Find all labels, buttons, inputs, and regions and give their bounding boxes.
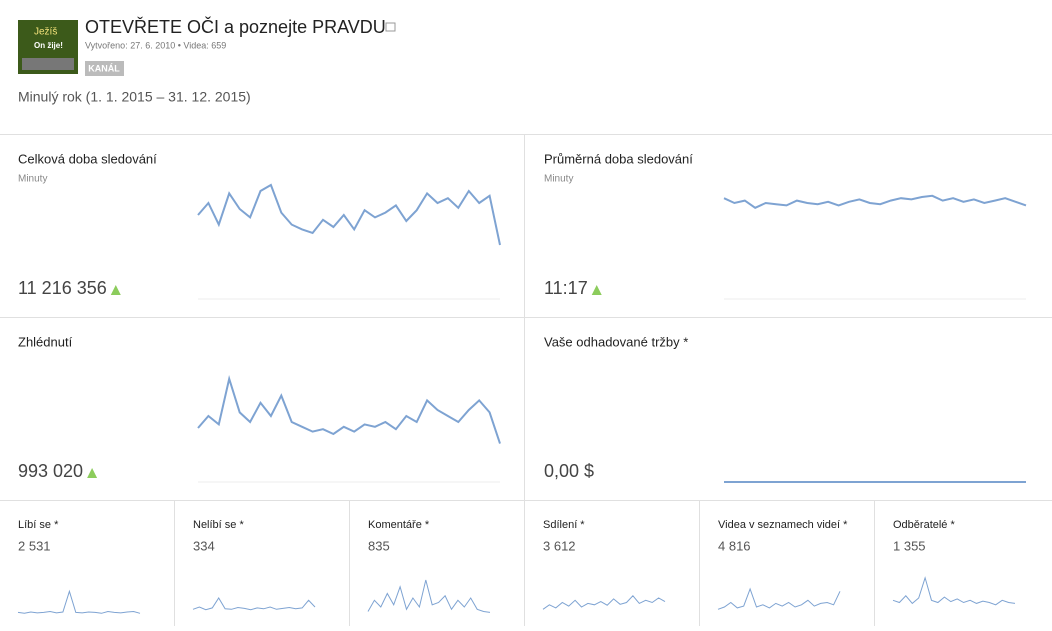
card-title[interactable]: Vaše odhadované tržby * <box>544 334 688 349</box>
sparkline <box>367 579 491 613</box>
trend-up <box>87 468 98 478</box>
channel-meta: Vytvořeno: 27. 6. 2010 • Videa: 659 <box>85 40 226 50</box>
trend-up <box>110 285 121 295</box>
card-title[interactable]: Průměrná doba sledování <box>544 151 693 166</box>
sparkline <box>197 183 501 246</box>
metric-title[interactable]: Videa v seznamech videí * <box>718 519 848 531</box>
card-value: 993 020 <box>18 461 83 481</box>
thumbnail-bar <box>22 58 74 70</box>
card-value: 11:17 <box>544 278 588 298</box>
thumb-text: On žije! <box>34 41 63 50</box>
sparkline <box>197 374 501 444</box>
period[interactable]: Minulý rok (1. 1. 2015 – 31. 12. 2015) <box>18 89 251 105</box>
sparkline <box>717 587 841 610</box>
sparkline <box>542 595 666 610</box>
metric-title[interactable]: Komentáře * <box>368 519 430 531</box>
metric-value: 1 355 <box>893 538 926 553</box>
sparkline <box>192 597 316 611</box>
card-title[interactable]: Zhlédnutí <box>18 334 73 349</box>
sparkline <box>17 589 141 614</box>
badge: KANÁL <box>88 63 120 73</box>
card-subtitle: Minuty <box>18 174 47 185</box>
metric-title[interactable]: Sdílení * <box>543 519 585 531</box>
thumb-text: Ježíš <box>34 27 57 38</box>
external-link-icon[interactable] <box>385 22 396 32</box>
metric-value: 3 612 <box>543 538 576 553</box>
metric-title[interactable]: Odběratelé * <box>893 519 955 531</box>
card-value: 0,00 $ <box>544 461 594 481</box>
sparkline <box>892 576 1016 606</box>
card-subtitle: Minuty <box>544 174 573 185</box>
channel-title[interactable]: OTEVŘETE OČI a poznejte PRAVDU <box>85 16 386 37</box>
metric-title[interactable]: Nelíbí se * <box>193 519 244 531</box>
card-title[interactable]: Celková doba sledování <box>18 151 157 166</box>
sparkline <box>723 194 1027 209</box>
metric-value: 4 816 <box>718 538 751 553</box>
metric-value: 334 <box>193 538 215 553</box>
card-value: 11 216 356 <box>18 278 107 298</box>
badge-bg <box>85 61 124 76</box>
metric-title[interactable]: Líbí se * <box>18 519 59 531</box>
trend-up <box>591 285 602 295</box>
metric-value: 2 531 <box>18 538 51 553</box>
metric-value: 835 <box>368 538 390 553</box>
